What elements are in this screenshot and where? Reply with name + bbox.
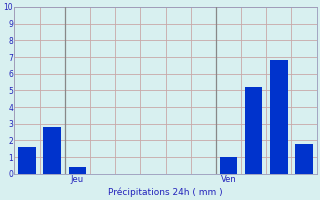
Bar <box>270 60 288 174</box>
Bar <box>68 167 86 174</box>
Bar <box>18 147 36 174</box>
Bar <box>220 157 237 174</box>
X-axis label: Précipitations 24h ( mm ): Précipitations 24h ( mm ) <box>108 187 223 197</box>
Bar <box>295 144 313 174</box>
Bar <box>245 87 262 174</box>
Bar <box>44 127 61 174</box>
